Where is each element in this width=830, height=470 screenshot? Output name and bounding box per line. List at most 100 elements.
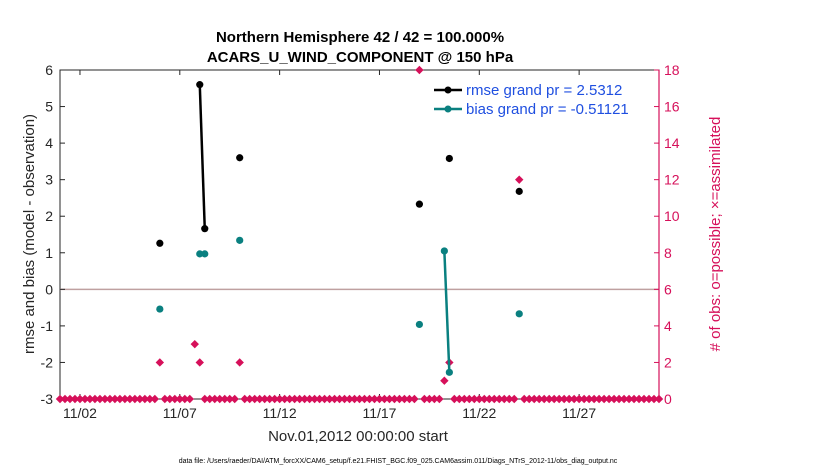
obs-count-zero-marker xyxy=(450,394,459,404)
y-tick-label: 1 xyxy=(45,245,53,261)
obs-count-zero-marker xyxy=(345,394,354,404)
obs-count-zero-marker xyxy=(405,394,414,404)
rmse-point xyxy=(201,225,209,233)
obs-count-zero-marker xyxy=(505,394,514,404)
obs-count-zero-marker xyxy=(70,394,80,404)
obs-count-zero-marker xyxy=(250,394,259,404)
obs-count-zero-marker xyxy=(544,394,554,404)
y-axis-right: 18 16 14 12 10 8 6 4 2 0 xyxy=(654,62,680,407)
obs-count-zero-marker xyxy=(539,394,549,404)
obs-count-zero-marker xyxy=(549,394,559,404)
obs-count-zero-marker xyxy=(245,394,254,404)
obs-count-zero-marker xyxy=(400,394,409,404)
y-tick-label: -3 xyxy=(41,391,54,407)
legend-rmse-label: rmse grand pr = 2.5312 xyxy=(466,82,622,99)
obs-count-zero-marker xyxy=(435,394,444,404)
obs-count-zero-marker xyxy=(574,394,584,404)
rmse-point xyxy=(515,187,523,195)
obs-count-zero-marker xyxy=(90,394,100,404)
obs-count-zero-marker xyxy=(240,394,249,404)
obs-count-zero-marker xyxy=(225,394,234,404)
y-tick-label: 5 xyxy=(45,99,53,115)
obs-count-zero-marker xyxy=(210,394,219,404)
y2-axis-label: # of obs: o=possible; ×=assimilated xyxy=(707,117,724,352)
y-tick-label: -1 xyxy=(41,318,54,334)
bias-point xyxy=(156,305,164,313)
obs-count-zero-marker xyxy=(614,394,624,404)
obs-count-zero-marker xyxy=(295,394,304,404)
obs-count-marker xyxy=(415,65,424,75)
obs-count-zero-marker xyxy=(525,394,534,404)
obs-count-zero-marker xyxy=(350,394,359,404)
obs-count-zero-marker xyxy=(375,394,384,404)
obs-count-zero-marker xyxy=(335,394,344,404)
obs-count-zero-marker xyxy=(325,394,334,404)
obs-count-zero-marker xyxy=(559,394,569,404)
obs-count-zero-marker xyxy=(425,394,434,404)
obs-count-zero-marker xyxy=(265,394,274,404)
obs-count-zero-marker xyxy=(260,394,269,404)
y2-tick-label: 2 xyxy=(664,354,672,370)
y2-tick-label: 14 xyxy=(664,135,680,151)
obs-count-zero-marker xyxy=(185,394,194,404)
obs-count-zero-marker xyxy=(380,394,389,404)
bias-line-segment xyxy=(443,250,451,373)
obs-count-zero-marker xyxy=(125,394,135,404)
obs-count-zero-marker xyxy=(520,394,529,404)
plot-area xyxy=(59,69,660,400)
y2-tick-label: 16 xyxy=(664,99,680,115)
obs-count-zero-marker xyxy=(150,394,160,404)
y-tick-label: 3 xyxy=(45,172,53,188)
x-tick-label: 11/27 xyxy=(562,405,596,421)
obs-count-zero-marker xyxy=(485,394,494,404)
rmse-line-segment xyxy=(198,84,207,229)
obs-count-zero-marker xyxy=(290,394,299,404)
obs-count-zero-marker xyxy=(395,394,404,404)
obs-count-zero-marker xyxy=(220,394,229,404)
obs-count-marker xyxy=(235,358,244,367)
bias-point xyxy=(196,250,204,258)
x-tick-label: 11/22 xyxy=(462,405,496,421)
y-tick-label: 6 xyxy=(45,62,53,78)
bias-point xyxy=(415,320,423,329)
obs-count-marker xyxy=(195,358,204,367)
obs-count-zero-marker xyxy=(629,394,639,404)
obs-count-zero-marker xyxy=(75,394,85,404)
obs-count-zero-marker xyxy=(200,394,209,404)
obs-count-zero-marker xyxy=(599,394,609,404)
obs-count-zero-marker xyxy=(355,394,364,404)
obs-count-zero-marker xyxy=(510,394,519,404)
x-tick-label: 11/02 xyxy=(63,405,97,421)
obs-count-zero-marker xyxy=(60,394,70,404)
obs-count-zero-marker xyxy=(170,394,180,404)
obs-count-zero-marker xyxy=(65,394,75,404)
obs-count-marker xyxy=(190,339,199,349)
obs-count-zero-marker xyxy=(120,394,130,404)
obs-count-zero-marker xyxy=(644,394,654,404)
x-tick-label: 11/12 xyxy=(263,405,297,421)
obs-count-marker xyxy=(440,376,449,385)
rmse-point xyxy=(196,81,204,89)
obs-count-zero-marker xyxy=(475,394,484,404)
obs-count-zero-marker xyxy=(390,394,399,404)
obs-count-zero-marker xyxy=(500,394,509,404)
obs-count-zero-marker xyxy=(340,394,349,404)
y2-tick-label: 0 xyxy=(664,391,672,407)
y-tick-label: -2 xyxy=(41,354,54,370)
obs-count-zero-marker xyxy=(634,394,644,404)
obs-count-zero-marker xyxy=(215,394,224,404)
bias-point xyxy=(445,368,453,376)
obs-count-zero-marker xyxy=(619,394,629,404)
obs-count-zero-marker xyxy=(175,394,184,404)
legend: rmse grand pr = 2.5312 bias grand pr = -… xyxy=(434,82,629,118)
y2-tick-label: 10 xyxy=(664,208,680,224)
obs-count-zero-marker xyxy=(180,394,189,404)
y2-tick-label: 12 xyxy=(664,172,680,188)
y2-tick-label: 6 xyxy=(664,281,672,297)
legend-rmse-marker xyxy=(444,86,452,94)
obs-count-zero-marker xyxy=(649,394,659,404)
obs-count-zero-marker xyxy=(165,394,175,404)
obs-count-zero-marker xyxy=(55,394,65,404)
chart-title: Northern Hemisphere 42 / 42 = 100.000% xyxy=(216,29,504,46)
